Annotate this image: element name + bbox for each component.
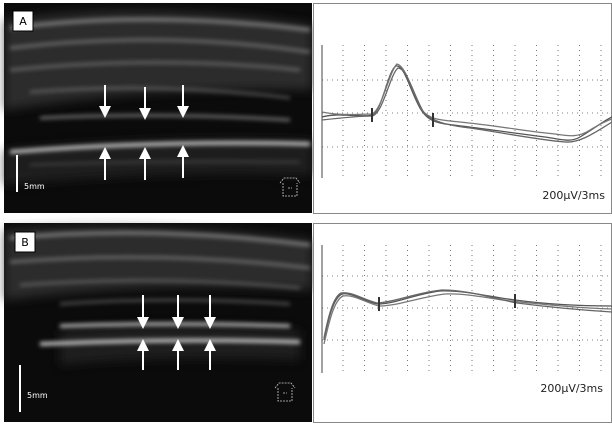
ultrasound-b: B 5mm	[4, 223, 312, 422]
trace-panel-a: 200µV/3ms	[313, 3, 612, 214]
trace-panel-b: 200µV/3ms	[313, 223, 612, 423]
scale-bar-label: 5mm	[27, 391, 48, 400]
calibration-label: 200µV/3ms	[542, 189, 605, 202]
panel-label: B	[21, 236, 29, 249]
scale-bar-label: 5mm	[24, 182, 45, 191]
panel-label: A	[19, 15, 27, 28]
ultrasound-a: A 5mm	[4, 3, 312, 213]
calibration-label: 200µV/3ms	[540, 382, 603, 395]
